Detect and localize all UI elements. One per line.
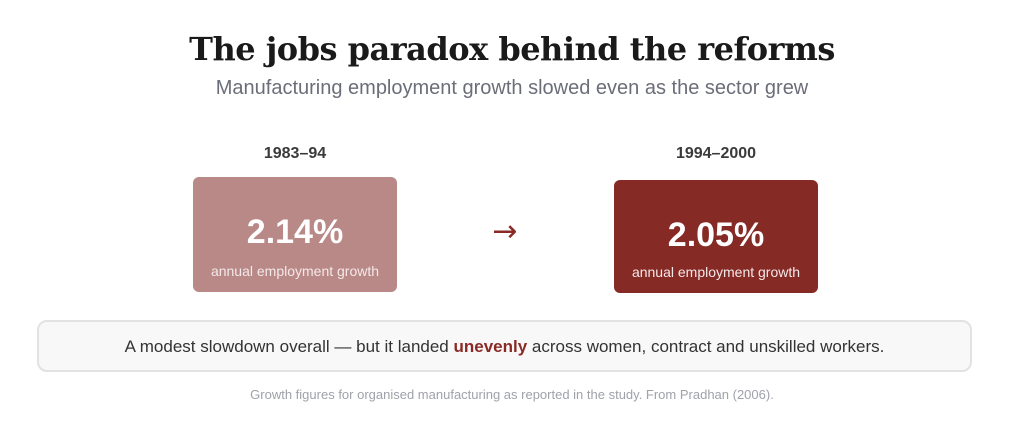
period-label-1994-2000: 1994–2000	[675, 145, 757, 162]
growth-value: 2.14%	[246, 213, 344, 251]
period-box-1983-94: 2.14% annual employment growth	[193, 177, 397, 292]
callout-text-after: across women, contract and unskilled wor…	[527, 337, 885, 356]
period-label-1983-94: 1983–94	[263, 145, 327, 162]
growth-value: 2.05%	[667, 216, 765, 254]
growth-caption: annual employment growth	[631, 264, 801, 280]
arrow-right-icon: →	[492, 214, 518, 249]
callout-text-before: A modest slowdown overall — but it lande…	[124, 337, 454, 356]
page-title: The jobs paradox behind the reforms	[189, 30, 835, 68]
callout-box: A modest slowdown overall — but it lande…	[37, 320, 972, 372]
growth-caption: annual employment growth	[210, 263, 380, 279]
page-subtitle: Manufacturing employment growth slowed e…	[215, 77, 809, 99]
period-box-1994-2000: 2.05% annual employment growth	[614, 180, 818, 293]
callout-emphasis: unevenly	[453, 337, 528, 356]
footnote: Growth figures for organised manufacturi…	[250, 387, 774, 402]
